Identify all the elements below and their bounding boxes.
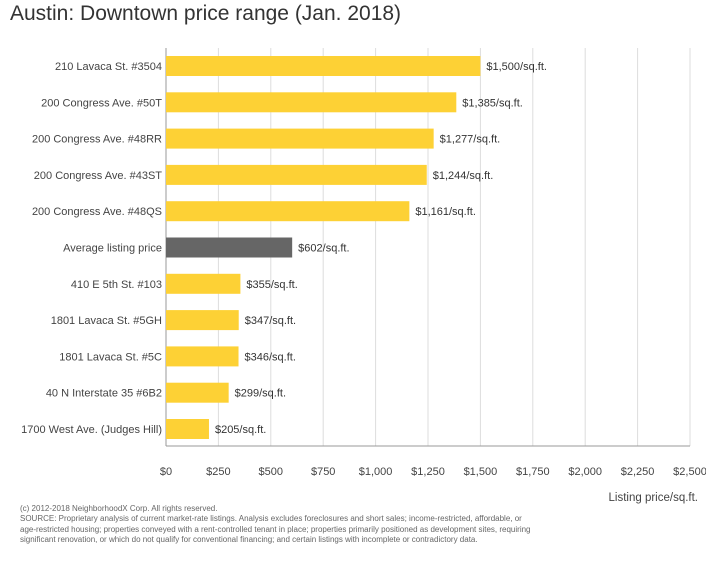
x-tick-label: $1,000: [359, 466, 393, 478]
source-text: SOURCE: Proprietary analysis of current …: [20, 514, 531, 545]
x-tick-label: $2,000: [568, 466, 602, 478]
x-tick-label: $1,250: [411, 466, 445, 478]
x-axis-title: Listing price/sq.ft.: [608, 492, 698, 504]
bar: [166, 56, 481, 76]
x-tick-label: $500: [259, 466, 283, 478]
bar: [166, 128, 434, 149]
category-label: 200 Congress Ave. #48QS: [32, 206, 162, 218]
x-axis-ticks: $0 $250 $500 $750 $1,000 $1,250 $1,500 $1,750 $2…: [160, 466, 706, 478]
value-labels: $1,500/sq.ft. $1,385/sq.ft. $1,277/sq.ft. $…: [215, 61, 547, 436]
value-label: $299/sq.ft.: [235, 388, 286, 400]
category-label: 410 E 5th St. #103: [71, 279, 162, 291]
bar: [166, 201, 410, 222]
x-tick-label: $0: [160, 466, 172, 478]
value-label: $355/sq.ft.: [246, 279, 297, 291]
value-label: $346/sq.ft.: [245, 351, 296, 363]
category-label: Average listing price: [63, 243, 162, 255]
bar: [166, 92, 457, 113]
x-tick-label: $750: [311, 466, 335, 478]
bar: [166, 346, 239, 367]
x-tick-label: $2,500: [673, 466, 706, 478]
x-tick-label: $250: [206, 466, 230, 478]
bar: [166, 237, 293, 258]
value-label: $602/sq.ft.: [298, 243, 349, 255]
bar: [166, 273, 241, 294]
bars: [166, 56, 481, 439]
bar-chart: 210 Lavaca St. #3504 200 Congress Ave. #5…: [21, 48, 706, 478]
category-label: 200 Congress Ave. #48RR: [32, 134, 162, 146]
category-label: 40 N Interstate 35 #6B2: [46, 388, 162, 400]
value-label: $1,277/sq.ft.: [440, 134, 501, 146]
bar: [166, 419, 209, 439]
value-label: $347/sq.ft.: [245, 315, 296, 327]
category-labels: 210 Lavaca St. #3504 200 Congress Ave. #5…: [21, 61, 162, 436]
chart-title: Austin: Downtown price range (Jan. 2018): [10, 2, 402, 25]
x-tick-label: $2,250: [621, 466, 655, 478]
copyright-text: (c) 2012-2018 NeighborhoodX Corp. All ri…: [20, 504, 218, 513]
bar: [166, 164, 427, 185]
category-label: 200 Congress Ave. #50T: [41, 97, 162, 109]
value-label: $1,244/sq.ft.: [433, 170, 494, 182]
bar: [166, 382, 229, 403]
value-label: $1,385/sq.ft.: [462, 97, 523, 109]
x-tick-label: $1,500: [464, 466, 498, 478]
category-label: 210 Lavaca St. #3504: [55, 61, 162, 73]
x-tick-label: $1,750: [516, 466, 550, 478]
footer-notes: (c) 2012-2018 NeighborhoodX Corp. All ri…: [20, 504, 540, 546]
category-label: 1801 Lavaca St. #5C: [59, 351, 162, 363]
value-label: $205/sq.ft.: [215, 424, 266, 436]
category-label: 1801 Lavaca St. #5GH: [51, 315, 162, 327]
value-label: $1,161/sq.ft.: [415, 206, 476, 218]
category-label: 200 Congress Ave. #43ST: [34, 170, 162, 182]
value-label: $1,500/sq.ft.: [486, 61, 547, 73]
bar: [166, 310, 239, 331]
category-label: 1700 West Ave. (Judges Hill): [21, 424, 162, 436]
